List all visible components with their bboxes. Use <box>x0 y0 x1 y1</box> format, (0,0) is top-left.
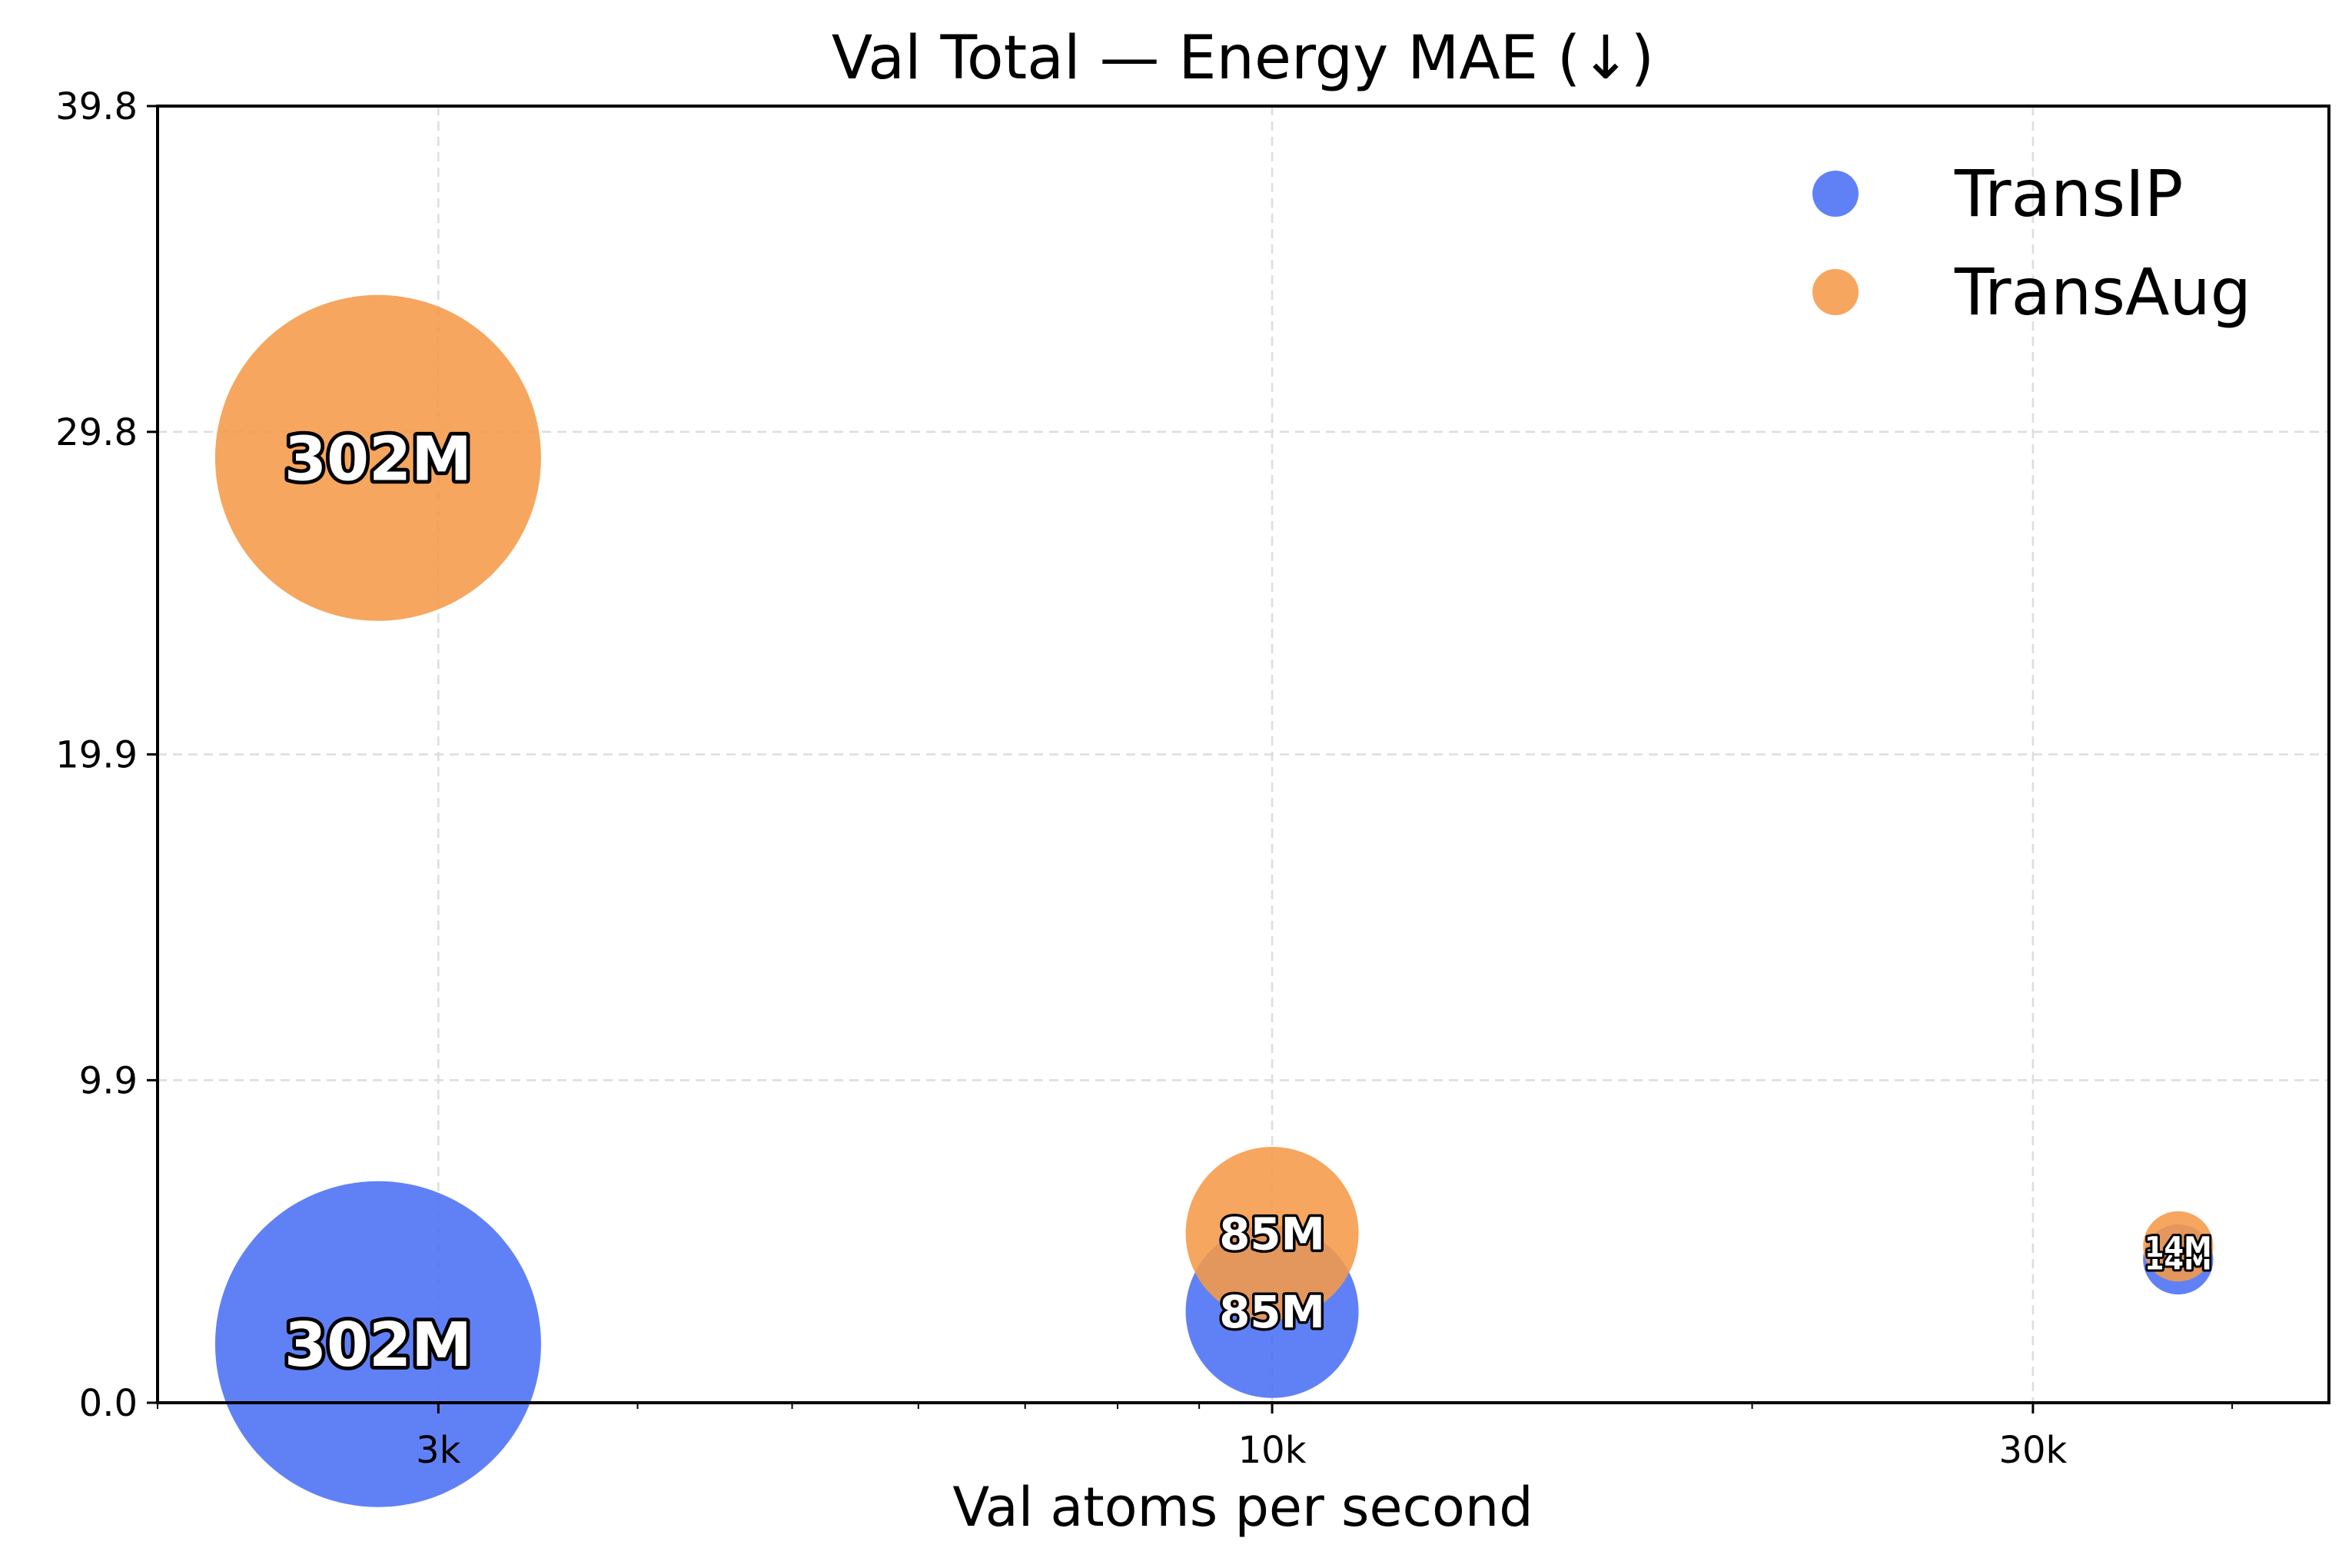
bubble-layer <box>214 294 2214 1507</box>
bubble-label-transip: 14M <box>2144 1244 2212 1277</box>
bubble-label-layer: 302M 85M 14M 302M 85M 14M <box>281 420 2214 1384</box>
legend: TransIP TransAug <box>1812 156 2251 330</box>
x-tick-label: 10k <box>1238 1429 1307 1472</box>
legend-marker-transaug <box>1812 269 1859 315</box>
legend-label-transaug: TransAug <box>1954 254 2251 330</box>
bubble-label-transaug: 302M <box>284 423 472 494</box>
bubble-label-transip: 85M <box>1219 1286 1325 1338</box>
bubble-transaug-85m <box>1185 1147 1359 1321</box>
bubble-transip-302m <box>214 1181 541 1507</box>
y-tick-label: 9.9 <box>79 1059 138 1102</box>
y-tick-label: 29.8 <box>55 411 138 454</box>
legend-marker-transip <box>1812 171 1859 217</box>
x-tick-label: 30k <box>1998 1429 2067 1472</box>
x-axis-label: Val atoms per second <box>952 1476 1533 1539</box>
bubble-label-transip: 302M <box>284 1309 472 1380</box>
y-tick-label: 39.8 <box>55 85 138 128</box>
x-tick-label: 3k <box>416 1429 461 1472</box>
bubble-transaug-14m <box>2143 1211 2214 1282</box>
chart-title: Val Total — Energy MAE (↓) <box>832 24 1654 93</box>
bubble-transaug-302m <box>214 294 541 621</box>
legend-label-transip: TransIP <box>1954 156 2183 231</box>
y-tick-label: 0.0 <box>79 1382 138 1425</box>
bubble-label-transaug: 14M <box>2144 1231 2212 1264</box>
axis-layer: 0.0 9.9 19.9 29.8 39.8 3k 10k 30k <box>55 85 2234 1472</box>
y-tick-label: 19.9 <box>55 734 138 777</box>
bubble-label-transaug: 85M <box>1219 1208 1325 1260</box>
